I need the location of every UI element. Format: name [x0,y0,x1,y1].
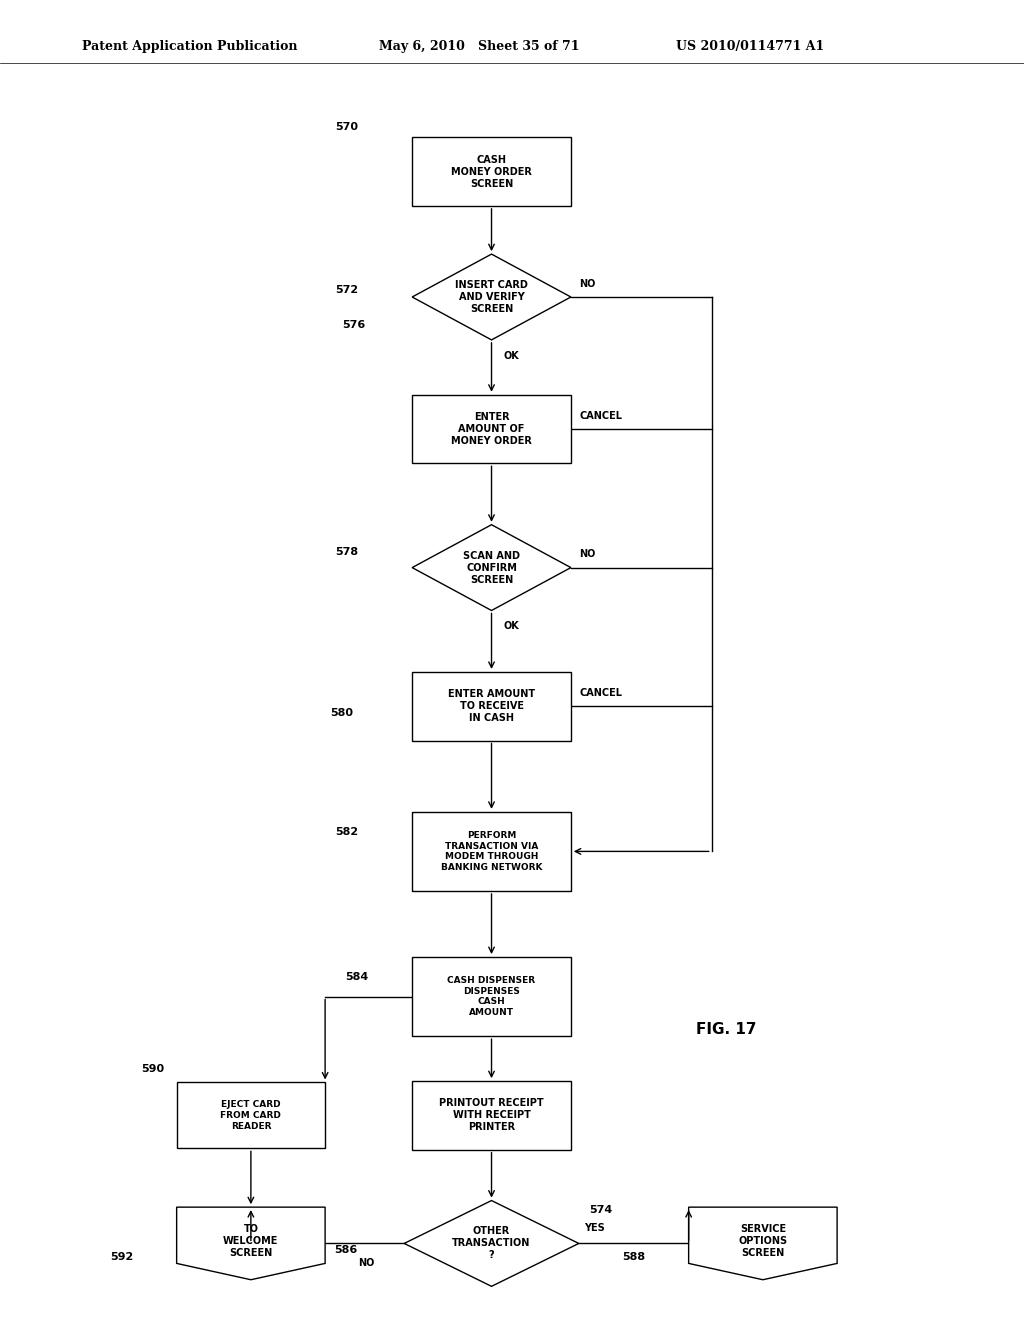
Text: 588: 588 [622,1251,645,1262]
Text: TO
WELCOME
SCREEN: TO WELCOME SCREEN [223,1224,279,1258]
Text: ENTER AMOUNT
TO RECEIVE
IN CASH: ENTER AMOUNT TO RECEIVE IN CASH [447,689,536,723]
Polygon shape [412,525,571,610]
Polygon shape [176,1206,326,1280]
Text: May 6, 2010   Sheet 35 of 71: May 6, 2010 Sheet 35 of 71 [379,40,580,53]
Text: US 2010/0114771 A1: US 2010/0114771 A1 [676,40,824,53]
Text: 576: 576 [342,319,366,330]
Bar [412,1081,571,1150]
Bar [412,672,571,741]
Text: 570: 570 [335,121,358,132]
Text: 578: 578 [335,546,358,557]
Text: OK: OK [504,622,519,631]
Text: SCAN AND
CONFIRM
SCREEN: SCAN AND CONFIRM SCREEN [463,550,520,585]
Polygon shape [688,1206,838,1280]
Bar [412,957,571,1036]
Text: NO: NO [358,1258,375,1269]
Text: 590: 590 [140,1064,164,1074]
Bar [412,395,571,463]
Text: 586: 586 [335,1245,357,1255]
Bar [176,1082,326,1148]
Text: FIG. 17: FIG. 17 [696,1022,757,1038]
Text: CANCEL: CANCEL [580,688,622,698]
Text: OK: OK [504,351,519,360]
Text: 592: 592 [110,1251,133,1262]
Text: SERVICE
OPTIONS
SCREEN: SERVICE OPTIONS SCREEN [738,1224,787,1258]
Bar [412,812,571,891]
Text: 584: 584 [345,972,369,982]
Text: CASH DISPENSER
DISPENSES
CASH
AMOUNT: CASH DISPENSER DISPENSES CASH AMOUNT [447,975,536,1018]
Polygon shape [404,1201,579,1286]
Text: 574: 574 [589,1205,612,1216]
Text: 580: 580 [330,708,353,718]
Text: EJECT CARD
FROM CARD
READER: EJECT CARD FROM CARD READER [220,1100,282,1131]
Text: PERFORM
TRANSACTION VIA
MODEM THROUGH
BANKING NETWORK: PERFORM TRANSACTION VIA MODEM THROUGH BA… [440,830,543,873]
Bar [412,137,571,206]
Text: 572: 572 [335,285,358,296]
Text: 582: 582 [335,826,358,837]
Text: PRINTOUT RECEIPT
WITH RECEIPT
PRINTER: PRINTOUT RECEIPT WITH RECEIPT PRINTER [439,1098,544,1133]
Text: ENTER
AMOUNT OF
MONEY ORDER: ENTER AMOUNT OF MONEY ORDER [452,412,531,446]
Text: NO: NO [580,549,595,560]
Text: OTHER
TRANSACTION
?: OTHER TRANSACTION ? [453,1226,530,1261]
Polygon shape [412,253,571,339]
Text: CASH
MONEY ORDER
SCREEN: CASH MONEY ORDER SCREEN [452,154,531,189]
Text: CANCEL: CANCEL [580,411,622,421]
Text: NO: NO [580,279,595,289]
Text: Patent Application Publication: Patent Application Publication [82,40,297,53]
Text: YES: YES [584,1222,605,1233]
Text: INSERT CARD
AND VERIFY
SCREEN: INSERT CARD AND VERIFY SCREEN [455,280,528,314]
